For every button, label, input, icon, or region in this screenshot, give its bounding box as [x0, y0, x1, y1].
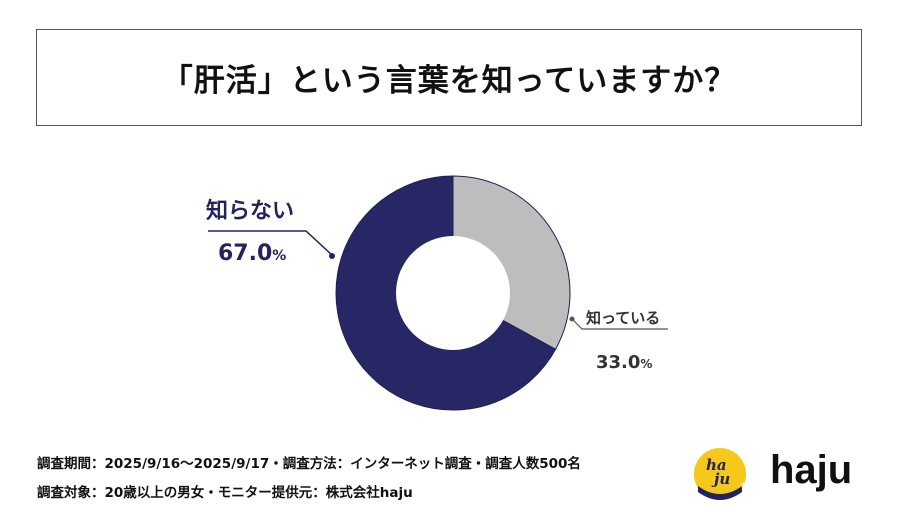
slice-label-known: 知っている	[586, 309, 660, 327]
leader-line-known	[571, 318, 668, 330]
chart-title: 「肝活」という言葉を知っていますか？	[161, 63, 737, 99]
logo-mark-icon: ha ju ✳	[694, 448, 748, 500]
leader-dot-unknown	[329, 253, 335, 259]
svg-text:✳: ✳	[740, 481, 748, 491]
haju-logo: ha ju ✳ haju	[690, 444, 870, 504]
slice-value-known: 33.0%	[596, 352, 652, 373]
title-box: 「肝活」という言葉を知っていますか？	[36, 29, 862, 126]
svg-text:ha: ha	[706, 456, 727, 474]
slice-value-unknown: 67.0%	[218, 241, 286, 266]
survey-period-note: 調査期間：2025/9/16～2025/9/17・調査方法：インターネット調査・…	[37, 456, 581, 472]
leader-dot-known	[569, 316, 575, 322]
donut-hole	[396, 236, 510, 350]
brand-name: haju	[770, 448, 853, 492]
slice-label-unknown: 知らない	[206, 198, 294, 224]
survey-target-note: 調査対象：20歳以上の男女・モニター提供元：株式会社haju	[37, 485, 413, 501]
leader-line-unknown	[208, 230, 333, 256]
svg-text:ju: ju	[711, 470, 730, 488]
